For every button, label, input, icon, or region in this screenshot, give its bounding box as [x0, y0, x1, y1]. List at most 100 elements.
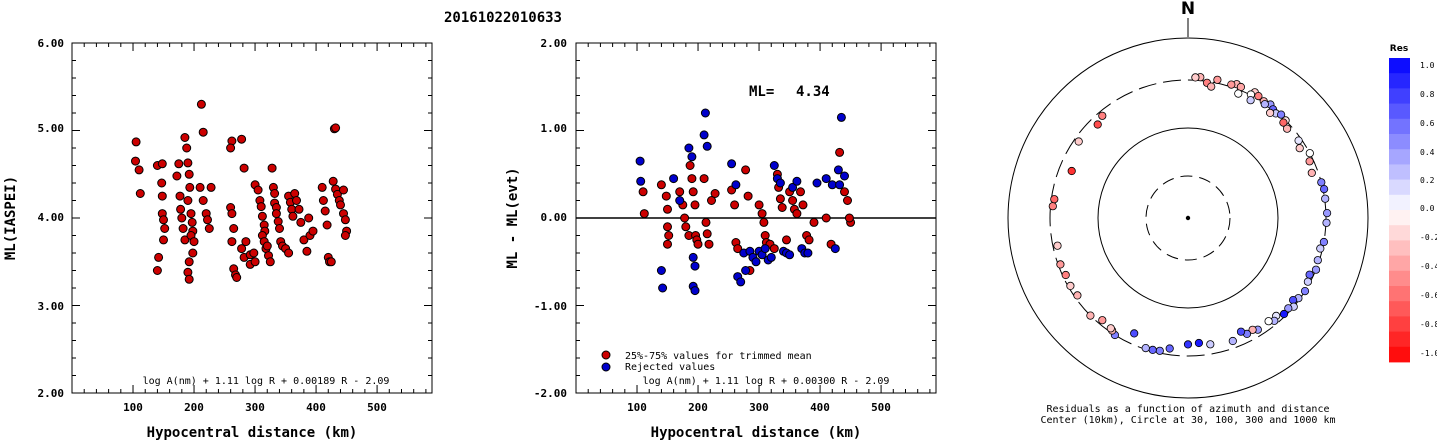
colorbar-tick: 0.2	[1420, 176, 1435, 185]
plot2-point-series1	[836, 112, 846, 122]
polar-point	[1227, 80, 1236, 89]
plot2-point-series0	[699, 174, 709, 184]
polar-point	[1279, 118, 1288, 127]
plot2-point-series1	[788, 182, 798, 192]
polar-point	[1106, 324, 1115, 333]
plot2-point-series0	[701, 217, 711, 227]
plot1-point-series0	[262, 241, 272, 251]
plot2-xtick-label: 200	[688, 401, 708, 414]
plot2-point-series0	[809, 217, 819, 227]
colorbar-cell	[1389, 103, 1410, 120]
plot1-point-series0	[174, 159, 184, 169]
plot2-point-series0	[663, 222, 672, 232]
polar-point	[1148, 345, 1157, 354]
plot2-point-series0	[707, 196, 716, 205]
plot1-point-series0	[187, 217, 197, 227]
plot1-point-series0	[229, 224, 239, 233]
plot2-point-series0	[688, 187, 698, 197]
plot2-point-series1	[741, 266, 751, 275]
polar-point	[1074, 137, 1083, 146]
plot1-x-tick-labels: 100 200 300 400 500	[123, 401, 387, 414]
plot1-point-series0	[336, 200, 345, 210]
panel-azimuth-residuals: N Residuals as a function of azimuth and…	[1007, 0, 1369, 426]
colorbar-tick: -0.2	[1420, 233, 1437, 242]
plot1-point-series0	[157, 191, 167, 201]
plot2-point-series0	[693, 239, 703, 249]
plot1-point-series0	[204, 224, 214, 233]
polar-point	[1213, 75, 1222, 84]
plot1-point-series0	[154, 252, 164, 262]
polar-point	[1093, 120, 1102, 129]
plot2-point-series1	[684, 143, 694, 153]
plot1-point-series0	[184, 274, 194, 284]
colorbar-cell	[1389, 346, 1410, 363]
polar-point	[1248, 325, 1257, 334]
panel-ml-residual: -2.00 -1.00 0.00 1.00 2.00 100 200 300 4…	[505, 37, 937, 441]
plot2-point-series0	[639, 209, 649, 219]
plot2-point-series0	[775, 194, 785, 204]
plot2-ytick-label: 1.00	[541, 122, 568, 135]
plot2-point-series1	[690, 286, 700, 296]
plot1-point-series0	[131, 156, 140, 166]
plot1-xtick-label: 400	[306, 401, 326, 414]
plot2-xtick-label: 300	[749, 401, 769, 414]
colorbar-cell	[1389, 331, 1410, 348]
colorbar-cell	[1389, 210, 1410, 226]
plot2-point-series0	[754, 200, 764, 210]
colorbar-cell	[1389, 88, 1410, 104]
polar-point	[1141, 343, 1150, 353]
plot1-point-series0	[157, 159, 167, 169]
plot1-frame	[71, 42, 433, 394]
colorbar-tick-labels: 1.0 0.8 0.6 0.4 0.2 0.0 -0.2 -0.4 -0.6 -…	[1420, 61, 1437, 358]
polar-point	[1155, 346, 1164, 355]
plot2-point-series0	[664, 231, 674, 240]
plot1-point-series0	[226, 143, 236, 153]
polar-point	[1294, 136, 1303, 145]
plot1-point-series0	[328, 176, 338, 186]
plot1-point-series0	[284, 248, 294, 258]
plot1-point-series0	[183, 158, 193, 168]
plot2-point-series0	[757, 209, 767, 219]
plot1-point-series0	[196, 99, 206, 109]
plot2-point-series0	[788, 196, 798, 205]
plot2-xtick-label: 400	[810, 401, 830, 414]
polar-point	[1320, 185, 1329, 194]
plot1-point-series0	[241, 237, 251, 247]
plot1-point-series0	[184, 257, 194, 267]
plot1-point-series0	[275, 224, 284, 233]
plot2-point-series1	[760, 244, 770, 254]
plot1-point-series0	[160, 224, 170, 233]
plot2-point-series1	[675, 196, 685, 205]
plot1-point-series0	[308, 226, 318, 236]
polar-point	[1322, 218, 1331, 227]
legend-marker-rejected	[601, 362, 611, 372]
polar-point	[1321, 194, 1330, 203]
plot2-ytick-label: -1.00	[534, 300, 567, 313]
plot2-point-series1	[775, 178, 785, 188]
plot1-point-series0	[267, 163, 277, 173]
plot1-y-axis-label: ML(IASPEI)	[3, 176, 19, 260]
polar-point	[1194, 338, 1204, 348]
plot2-point-series1	[751, 257, 761, 267]
plot1-point-series0	[265, 257, 275, 267]
plot1-point-series0	[189, 237, 199, 247]
plot2-point-series0	[835, 147, 845, 157]
colorbar-tick: -0.8	[1420, 320, 1437, 329]
polar-point	[1073, 291, 1082, 300]
polar-point	[1295, 144, 1304, 153]
colorbar-cell	[1389, 270, 1410, 287]
polar-caption-line2: Center (10km), Circle at 30, 100, 300 an…	[1040, 415, 1335, 426]
polar-point	[1191, 73, 1200, 82]
plot2-point-series1	[699, 130, 709, 140]
plot1-point-series0	[175, 191, 185, 201]
plot2-point-series0	[743, 191, 753, 201]
plot1-point-series0	[152, 266, 162, 275]
plot1-point-series0	[270, 189, 280, 198]
plot2-point-series1	[736, 277, 746, 287]
plot2-x-tick-labels: 100 200 300 400 500	[627, 401, 891, 414]
plot2-point-series0	[792, 209, 802, 219]
colorbar-tick: -0.6	[1420, 291, 1437, 300]
plot1-point-series0	[318, 196, 328, 205]
legend-label-rejected: Rejected values	[625, 362, 715, 373]
